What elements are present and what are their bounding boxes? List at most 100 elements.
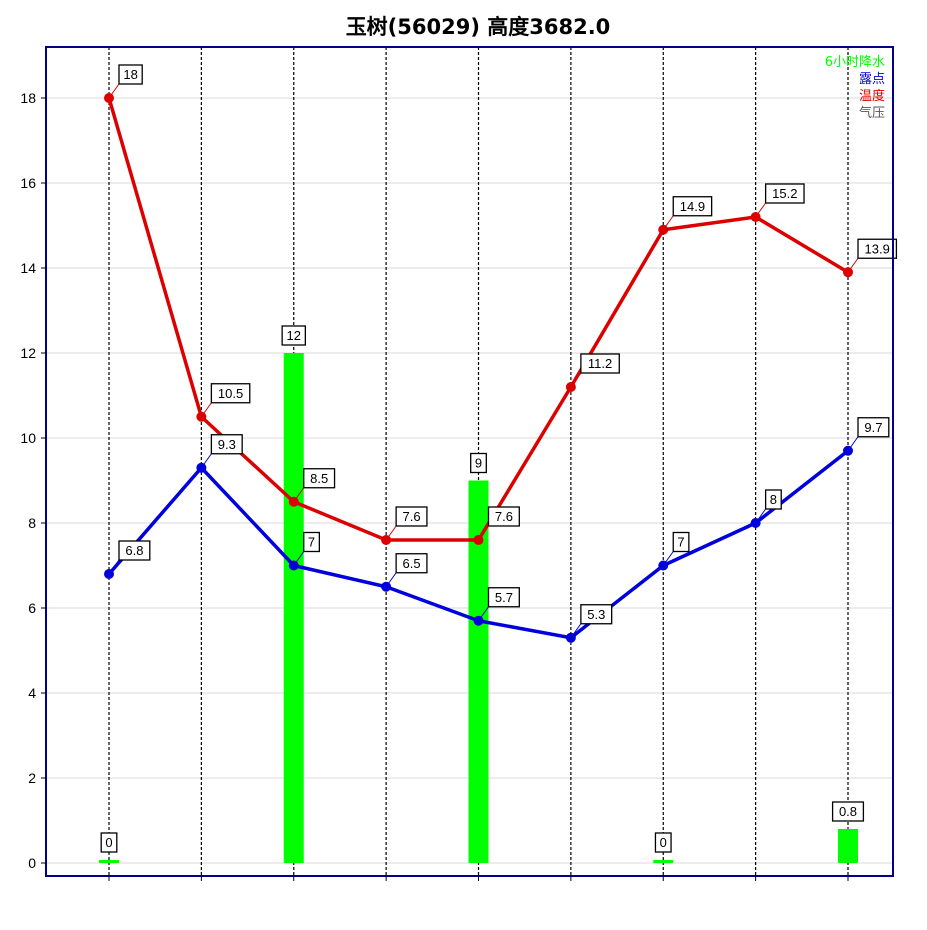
label-box	[281, 325, 306, 346]
precipitation-bar	[468, 480, 489, 863]
y-tick-label: 10	[20, 430, 36, 446]
label-text: 5.3	[587, 607, 605, 622]
data-label: 10.5	[200, 383, 251, 418]
label-text: 14.9	[680, 199, 705, 214]
label-text: 15.2	[772, 186, 797, 201]
data-label: 13.9	[847, 238, 898, 273]
label-text: 7.6	[402, 509, 420, 524]
y-tick-label: 2	[28, 770, 36, 786]
data-label: 11.2	[570, 353, 620, 388]
label-box	[118, 64, 143, 85]
label-text: 11.2	[588, 356, 612, 371]
label-leader	[478, 606, 489, 622]
precipitation-label: 12	[281, 325, 306, 346]
precipitation-label: 9	[470, 452, 487, 474]
label-leader	[200, 453, 212, 469]
label-leader	[293, 551, 305, 566]
label-text: 7.6	[495, 509, 513, 524]
y-tick-label: 6	[28, 600, 36, 616]
label-text: 12	[287, 328, 301, 343]
label-leader	[478, 525, 489, 541]
precipitation-bar	[99, 860, 119, 863]
label-text: 18	[123, 67, 137, 82]
data-label: 8	[755, 489, 782, 524]
label-box	[580, 353, 620, 374]
label-box	[210, 383, 251, 404]
label-box	[654, 832, 672, 853]
precipitation-bars	[99, 353, 858, 863]
label-text: 6.8	[125, 543, 143, 558]
label-box	[395, 553, 428, 574]
data-label: 5.7	[478, 587, 520, 622]
data-label: 7.6	[478, 506, 520, 541]
label-leader	[570, 372, 582, 388]
precipitation-bar	[653, 860, 674, 863]
label-text: 13.9	[865, 241, 890, 256]
legend-entry: 气压	[859, 105, 885, 121]
label-leader	[385, 525, 397, 541]
label-text: 0	[105, 835, 112, 850]
label-box	[764, 183, 805, 204]
axes: 0 2 4 6 8 10 12 14 16 18	[20, 46, 894, 881]
label-leader	[662, 551, 674, 566]
y-tick-label: 16	[20, 175, 36, 191]
precipitation-bar	[283, 353, 304, 863]
label-box	[857, 238, 898, 259]
legend-entry: 温度	[859, 88, 885, 104]
label-box	[764, 489, 782, 510]
precipitation-label: 0	[654, 832, 672, 853]
label-leader	[755, 508, 767, 524]
label-leader	[108, 559, 120, 575]
data-label: 6.8	[108, 540, 151, 575]
y-tick-label: 0	[28, 855, 36, 871]
y-tick-label: 4	[28, 685, 36, 701]
label-box	[580, 604, 613, 625]
chart-title: 玉树(56029) 高度3682.0	[346, 15, 611, 39]
legend-entry: 6小时降水	[825, 55, 885, 70]
label-box	[118, 540, 151, 561]
label-box	[487, 587, 520, 608]
label-leader	[293, 487, 305, 503]
data-label: 9.7	[847, 417, 890, 452]
y-tick-label: 14	[20, 260, 36, 276]
label-text: 8.5	[310, 471, 328, 486]
label-box	[831, 801, 865, 822]
label-text: 10.5	[218, 386, 243, 401]
label-text: 5.7	[495, 590, 513, 605]
data-label: 7.6	[385, 506, 428, 541]
data-label: 5.3	[570, 604, 613, 639]
y-tick-label: 18	[20, 90, 36, 106]
label-box	[487, 506, 520, 527]
data-label: 14.9	[662, 196, 713, 231]
plot-frame	[45, 46, 894, 877]
label-text: 9	[475, 456, 482, 471]
label-text: 7	[677, 535, 684, 550]
label-text: 8	[770, 492, 777, 507]
label-leader	[570, 623, 582, 639]
data-label: 6.5	[385, 553, 428, 588]
label-text: 9.7	[864, 420, 882, 435]
precipitation-label: 0.8	[831, 801, 865, 822]
label-leader	[847, 436, 859, 452]
label-leader	[200, 402, 212, 418]
label-leader	[108, 83, 120, 99]
label-text: 0.8	[839, 804, 857, 819]
data-label: 18	[108, 64, 143, 99]
label-box	[210, 434, 243, 455]
label-box	[857, 417, 890, 438]
data-label: 15.2	[755, 183, 805, 218]
label-text: 6.5	[402, 556, 420, 571]
data-label: 7	[662, 531, 690, 566]
label-text: 0	[660, 835, 667, 850]
label-leader	[385, 572, 397, 588]
y-tick-label: 8	[28, 515, 36, 531]
label-box	[395, 506, 428, 527]
label-box	[672, 531, 690, 553]
label-leader	[847, 257, 859, 273]
label-text: 9.3	[218, 437, 236, 452]
legend-entry: 露点	[859, 72, 885, 87]
label-text: 7	[308, 535, 315, 550]
